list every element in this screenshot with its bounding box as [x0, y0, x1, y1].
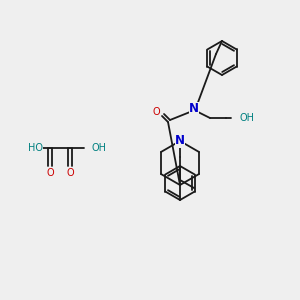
Text: O: O — [46, 168, 54, 178]
Text: O: O — [152, 107, 160, 117]
Text: O: O — [66, 168, 74, 178]
Text: OH: OH — [92, 143, 107, 153]
Text: N: N — [189, 101, 199, 115]
Text: OH: OH — [240, 113, 255, 123]
Text: N: N — [175, 134, 185, 148]
Text: HO: HO — [28, 143, 43, 153]
